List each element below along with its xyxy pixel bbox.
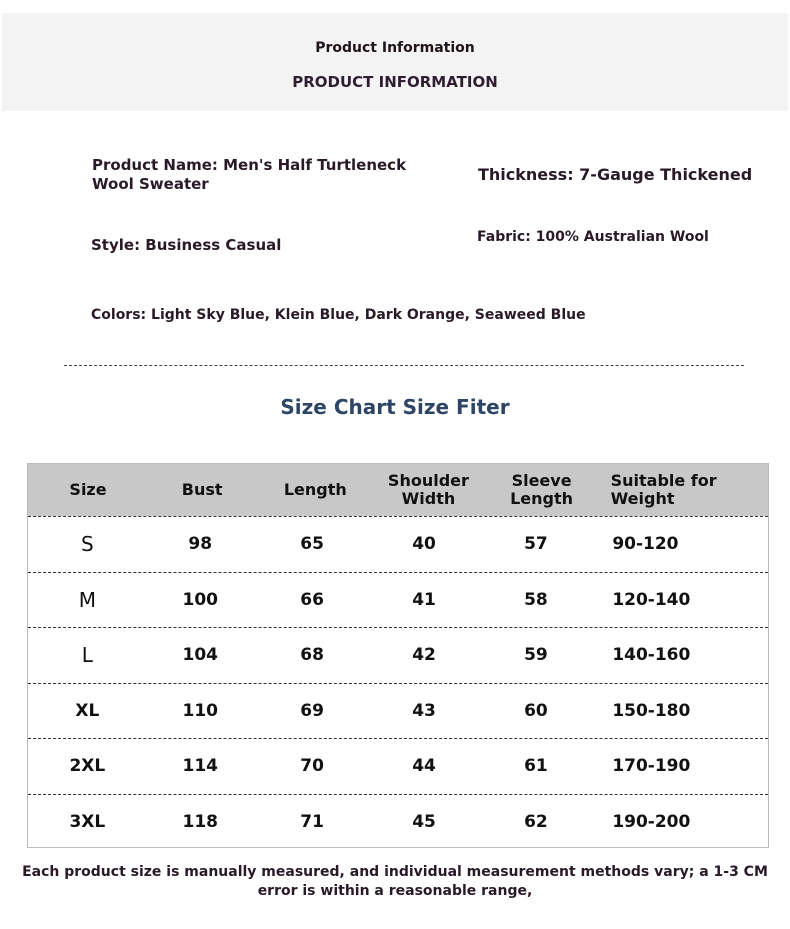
- value-cell: 120-140: [612, 589, 691, 610]
- table-row: M 100 66 41 58 120-140: [28, 571, 768, 628]
- product-name: Product Name: Men's Half Turtleneck Wool…: [92, 156, 407, 193]
- size-cell: 2XL: [69, 756, 106, 777]
- value-cell: 41: [412, 589, 436, 610]
- value-cell: 60: [524, 700, 548, 721]
- value-cell: 110: [182, 700, 218, 721]
- size-cell: XL: [75, 700, 100, 721]
- value-cell: 71: [300, 811, 324, 832]
- size-cell: 3XL: [69, 811, 106, 832]
- value-cell: 114: [182, 756, 218, 777]
- value-cell: 90-120: [612, 534, 679, 555]
- value-cell: 43: [412, 700, 436, 721]
- colors: Colors: Light Sky Blue, Klein Blue, Dark…: [91, 307, 586, 323]
- table-row: L 104 68 42 59 140-160: [28, 627, 768, 683]
- table-row: S 98 65 40 57 90-120: [28, 516, 768, 572]
- size-chart-title: Size Chart Size Fiter: [280, 395, 510, 419]
- value-cell: 69: [300, 700, 324, 721]
- value-cell: 190-200: [612, 811, 691, 832]
- table-row: 3XL 118 71 45 62 190-200: [28, 793, 768, 850]
- header-cell: Bust: [181, 480, 223, 499]
- value-cell: 104: [182, 645, 218, 666]
- size-cell: L: [81, 643, 93, 668]
- fabric: Fabric: 100% Australian Wool: [477, 229, 709, 245]
- table-header: Size Bust Length Shoulder Width Sleeve Lengt…: [28, 464, 768, 516]
- banner-subtitle: PRODUCT INFORMATION: [292, 73, 498, 91]
- header-cell: Size: [69, 480, 107, 499]
- header-cell: Sleeve Length: [510, 471, 574, 508]
- table-row: XL 110 69 43 60 150-180: [28, 682, 768, 739]
- value-cell: 57: [524, 534, 548, 555]
- value-cell: 65: [300, 534, 324, 555]
- value-cell: 58: [524, 589, 548, 610]
- size-cell: S: [81, 532, 94, 557]
- value-cell: 100: [182, 589, 218, 610]
- header-banner: [2, 13, 788, 111]
- style: Style: Business Casual: [91, 236, 282, 254]
- value-cell: 42: [412, 645, 436, 666]
- value-cell: 70: [300, 756, 324, 777]
- value-cell: 40: [412, 534, 436, 555]
- value-cell: 66: [300, 589, 324, 610]
- value-cell: 62: [524, 811, 548, 832]
- table-row: 2XL 114 70 44 61 170-190: [28, 738, 768, 794]
- value-cell: 45: [412, 811, 436, 832]
- value-cell: 150-180: [612, 700, 691, 721]
- header-cell: Length: [283, 480, 347, 499]
- thickness: Thickness: 7-Gauge Thickened: [478, 165, 753, 184]
- measurement-note: Each product size is manually measured, …: [22, 864, 768, 899]
- divider: [64, 365, 744, 366]
- value-cell: 44: [412, 756, 436, 777]
- header-cell: Suitable for Weight: [610, 471, 717, 508]
- value-cell: 98: [188, 534, 213, 555]
- size-chart-table: Size Bust Length Shoulder Width Sleeve Lengt…: [27, 463, 769, 848]
- size-cell: M: [78, 587, 96, 612]
- header-cell: Shoulder Width: [387, 471, 469, 508]
- banner-title: Product Information: [315, 40, 475, 56]
- value-cell: 61: [524, 756, 548, 777]
- value-cell: 118: [182, 811, 218, 832]
- value-cell: 59: [524, 645, 548, 666]
- value-cell: 140-160: [612, 645, 691, 666]
- value-cell: 170-190: [612, 756, 691, 777]
- value-cell: 68: [300, 645, 324, 666]
